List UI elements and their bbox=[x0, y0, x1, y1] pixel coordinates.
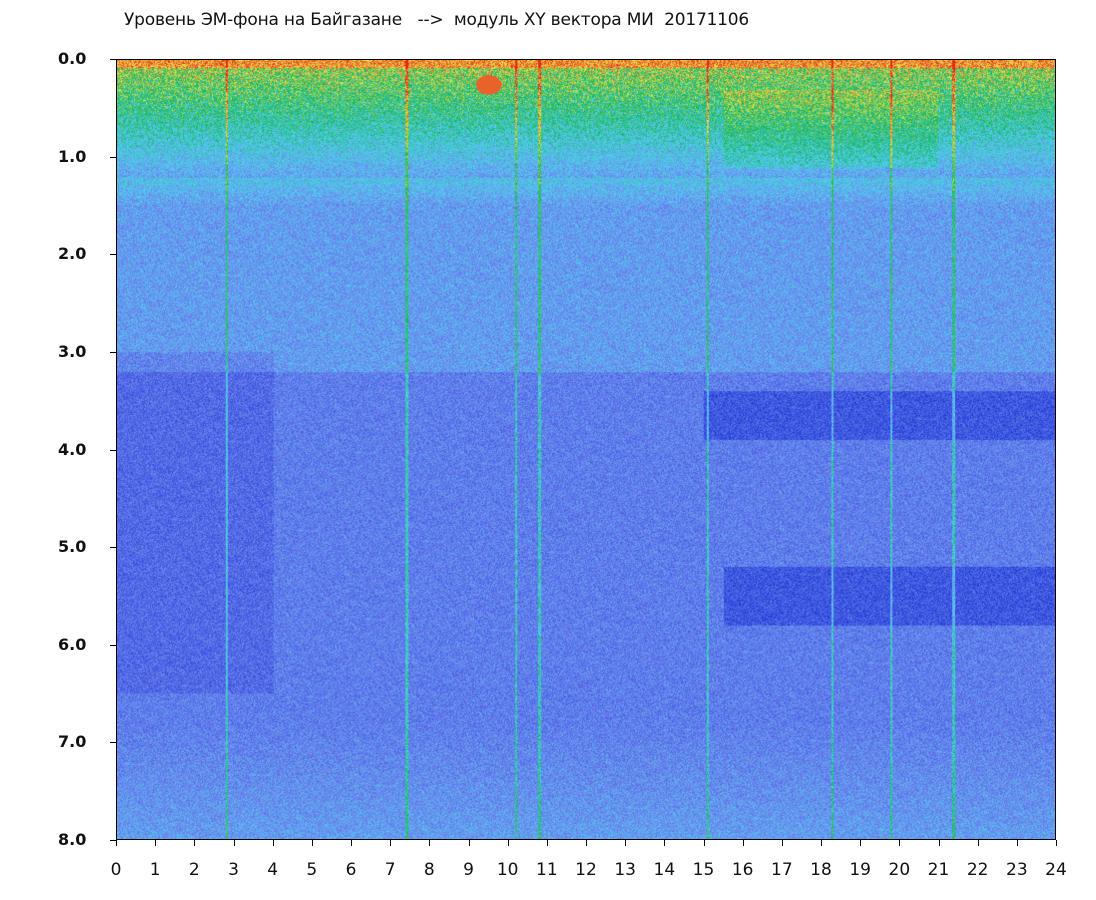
y-tick-mark bbox=[110, 840, 116, 841]
x-tick-label: 3 bbox=[228, 860, 239, 880]
x-tick-label: 18 bbox=[810, 860, 832, 880]
x-tick-mark bbox=[1056, 840, 1057, 846]
y-tick-label: 0.0 bbox=[58, 49, 87, 68]
y-tick-label: 2.0 bbox=[58, 244, 87, 264]
x-tick-mark bbox=[899, 840, 901, 846]
x-tick-label: 6 bbox=[345, 860, 357, 880]
x-tick-label: 2 bbox=[188, 860, 200, 880]
x-tick-label: 9 bbox=[463, 860, 474, 880]
x-tick-mark bbox=[860, 840, 862, 846]
x-tick-mark bbox=[977, 840, 979, 846]
chart-title: Уровень ЭМ-фона на Байгазане --> модуль … bbox=[124, 10, 750, 30]
y-tick-label: 7.0 bbox=[58, 732, 87, 752]
x-tick-mark bbox=[742, 840, 744, 846]
y-tick-label: 1.0 bbox=[58, 146, 87, 166]
x-tick-mark bbox=[429, 840, 431, 846]
x-tick-label: 16 bbox=[731, 860, 754, 880]
x-tick-mark bbox=[507, 840, 509, 846]
x-tick-mark bbox=[155, 840, 157, 846]
x-tick-label: 15 bbox=[692, 860, 715, 880]
x-tick-mark bbox=[272, 840, 274, 846]
y-tick-mark bbox=[110, 449, 116, 451]
x-tick-mark bbox=[938, 840, 940, 846]
y-tick-label: 8.0 bbox=[58, 830, 87, 849]
x-tick-label: 7 bbox=[384, 860, 396, 880]
x-tick-label: 0 bbox=[110, 860, 122, 880]
x-tick-label: 5 bbox=[306, 860, 318, 880]
x-tick-mark bbox=[703, 840, 705, 846]
x-tick-label: 13 bbox=[614, 860, 636, 880]
y-tick-mark bbox=[110, 547, 116, 549]
y-tick-mark bbox=[110, 742, 116, 744]
x-tick-mark bbox=[821, 840, 822, 846]
x-tick-label: 19 bbox=[849, 860, 871, 880]
x-tick-label: 24 bbox=[1045, 860, 1067, 880]
x-tick-label: 17 bbox=[771, 860, 793, 880]
x-tick-label: 14 bbox=[653, 860, 676, 880]
x-tick-mark bbox=[586, 840, 587, 846]
y-tick-mark bbox=[110, 156, 116, 158]
x-tick-mark bbox=[390, 840, 392, 846]
x-tick-mark bbox=[233, 840, 235, 846]
x-tick-label: 11 bbox=[536, 860, 558, 880]
x-tick-label: 20 bbox=[888, 860, 911, 880]
x-tick-label: 21 bbox=[927, 860, 950, 880]
y-tick-mark bbox=[110, 351, 116, 353]
x-tick-label: 8 bbox=[423, 860, 435, 880]
y-tick-mark bbox=[110, 644, 116, 646]
x-tick-label: 23 bbox=[1006, 860, 1028, 880]
x-tick-label: 22 bbox=[966, 860, 989, 880]
x-tick-mark bbox=[625, 840, 627, 846]
x-tick-label: 10 bbox=[496, 860, 519, 880]
x-tick-mark bbox=[546, 840, 548, 846]
x-tick-label: 1 bbox=[149, 860, 161, 880]
y-tick-label: 3.0 bbox=[58, 341, 87, 361]
x-tick-mark bbox=[351, 840, 352, 846]
x-tick-mark bbox=[664, 840, 666, 846]
y-tick-label: 6.0 bbox=[58, 634, 87, 654]
x-tick-mark bbox=[468, 840, 470, 846]
spectrogram-heatmap bbox=[117, 60, 1055, 839]
x-tick-mark bbox=[311, 840, 313, 846]
x-tick-mark bbox=[1016, 840, 1018, 846]
x-tick-mark bbox=[781, 840, 783, 846]
x-tick-mark bbox=[116, 840, 117, 846]
y-tick-label: 5.0 bbox=[58, 537, 87, 557]
plot-area bbox=[116, 59, 1056, 840]
y-tick-mark bbox=[110, 254, 116, 256]
x-tick-mark bbox=[194, 840, 196, 846]
y-tick-label: 4.0 bbox=[58, 439, 87, 459]
y-tick-mark bbox=[110, 59, 116, 60]
x-tick-label: 12 bbox=[575, 860, 597, 880]
x-tick-label: 4 bbox=[267, 860, 279, 880]
